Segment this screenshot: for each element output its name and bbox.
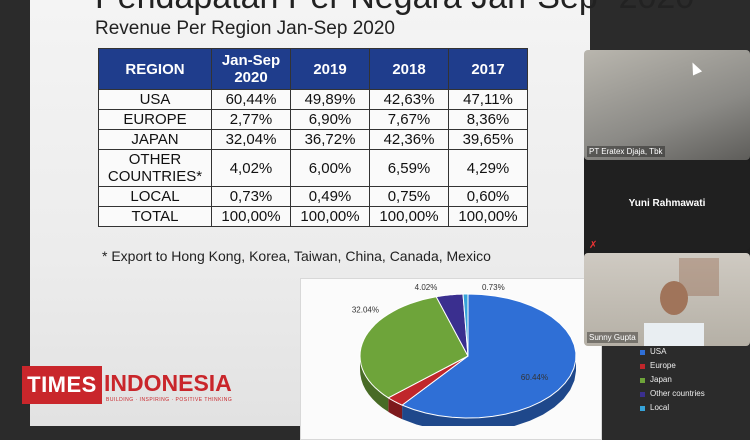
table-row: EUROPE 2,77% 6,90% 7,67% 8,36% [98, 109, 528, 130]
table-header: 2018 [369, 48, 449, 90]
legend-item: USA [640, 345, 705, 359]
pie-slice-side [402, 356, 576, 426]
table-cell: 100,00% [369, 206, 449, 227]
watermark-brand: INDONESIA [104, 370, 232, 396]
table-cell: TOTAL [98, 206, 212, 227]
table-cell: EUROPE [98, 109, 212, 130]
presentation-slide: Pendapatan Per Negara Jan-Sep -2020 Reve… [30, 0, 694, 426]
pie-slice-side [388, 397, 403, 420]
table-cell: 100,00% [211, 206, 291, 227]
pie-slice-other-countries [435, 293, 469, 357]
table-cell: OTHER COUNTRIES* [98, 149, 212, 187]
watermark-logo: TIMES [22, 366, 102, 404]
pie-slice-usa [401, 293, 577, 419]
table-cell: USA [98, 89, 212, 110]
legend-label: Europe [650, 361, 676, 370]
table-cell: 0,73% [211, 186, 291, 207]
pie-slice-japan [359, 296, 469, 399]
legend-label: Local [650, 403, 670, 412]
table-cell: 32,04% [211, 129, 291, 150]
table-cell: 4,02% [211, 149, 291, 187]
table-row: USA 60,44% 49,89% 42,63% 47,11% [98, 89, 528, 110]
chart-legend: USA Europe Japan Other countries Local [640, 345, 705, 415]
table-cell: 60,44% [211, 89, 291, 110]
table-cell: 4,29% [448, 149, 528, 187]
legend-swatch [640, 391, 645, 397]
table-cell: 42,63% [369, 89, 449, 110]
legend-item: Japan [640, 373, 705, 387]
video-call-panel: PT Eratex Djaja, Tbk Yuni Rahmawati Sunn… [584, 50, 750, 346]
table-cell: 6,90% [290, 109, 370, 130]
slide-title: Pendapatan Per Negara Jan-Sep -2020 [95, 0, 694, 17]
table-cell: 100,00% [290, 206, 370, 227]
table-row: OTHER COUNTRIES* 4,02% 6,00% 6,59% 4,29% [98, 149, 528, 187]
legend-item: Europe [640, 359, 705, 373]
participant-name: Sunny Gupta [587, 332, 638, 343]
participant-tile[interactable]: Yuni Rahmawati [584, 160, 750, 250]
legend-swatch [640, 377, 645, 383]
table-header: REGION [98, 48, 212, 90]
pie-data-label: 4.02% [415, 283, 438, 292]
legend-swatch [640, 405, 645, 411]
table-row-total: TOTAL 100,00% 100,00% 100,00% 100,00% [98, 206, 528, 227]
table-header: 2017 [448, 48, 528, 90]
table-footnote: * Export to Hong Kong, Korea, Taiwan, Ch… [102, 248, 491, 264]
participant-tile[interactable]: PT Eratex Djaja, Tbk [584, 50, 750, 160]
table-cell: 49,89% [290, 89, 370, 110]
pie-data-label: 32.04% [352, 306, 379, 315]
person-video [644, 258, 719, 346]
pie-slice-local [462, 293, 469, 357]
table-header-row: REGION Jan-Sep 2020 2019 2018 2017 [98, 48, 528, 90]
slide-subtitle: Revenue Per Region Jan-Sep 2020 [95, 18, 395, 39]
pie-chart: 60.44% 32.04% 4.02% 0.73% [352, 283, 577, 426]
table-cell: 36,72% [290, 129, 370, 150]
pie-slice-side [360, 355, 389, 412]
legend-label: USA [650, 347, 667, 356]
table-cell: LOCAL [98, 186, 212, 207]
pie-data-label: 0.73% [482, 283, 505, 292]
revenue-table: REGION Jan-Sep 2020 2019 2018 2017 USA 6… [98, 48, 528, 227]
legend-swatch [640, 363, 645, 369]
table-cell: 2,77% [211, 109, 291, 130]
table-cell: 0,49% [290, 186, 370, 207]
table-cell: 0,60% [448, 186, 528, 207]
table-cell: 39,65% [448, 129, 528, 150]
table-cell: 6,59% [369, 149, 449, 187]
legend-item: Local [640, 401, 705, 415]
legend-label: Japan [650, 375, 672, 384]
table-cell: 42,36% [369, 129, 449, 150]
participant-name: PT Eratex Djaja, Tbk [587, 146, 665, 157]
participant-tile[interactable]: Sunny Gupta [584, 253, 750, 346]
mic-muted-icon: ✗ [589, 240, 598, 251]
table-cell: 100,00% [448, 206, 528, 227]
table-cell: 8,36% [448, 109, 528, 130]
table-row: JAPAN 32,04% 36,72% 42,36% 39,65% [98, 129, 528, 150]
pie-slice-europe [387, 355, 469, 406]
pie-data-label: 60.44% [521, 373, 548, 382]
table-cell: JAPAN [98, 129, 212, 150]
table-cell: 0,75% [369, 186, 449, 207]
legend-label: Other countries [650, 389, 705, 398]
table-header: Jan-Sep 2020 [211, 48, 291, 90]
legend-item: Other countries [640, 387, 705, 401]
table-row: LOCAL 0,73% 0,49% 0,75% 0,60% [98, 186, 528, 207]
table-header: 2019 [290, 48, 370, 90]
table-cell: 6,00% [290, 149, 370, 187]
watermark-tagline: BUILDING · INSPIRING · POSITIVE THINKING [106, 397, 233, 403]
table-cell: 47,11% [448, 89, 528, 110]
table-cell: 7,67% [369, 109, 449, 130]
participant-name: Yuni Rahmawati [628, 198, 706, 209]
legend-swatch [640, 349, 645, 355]
